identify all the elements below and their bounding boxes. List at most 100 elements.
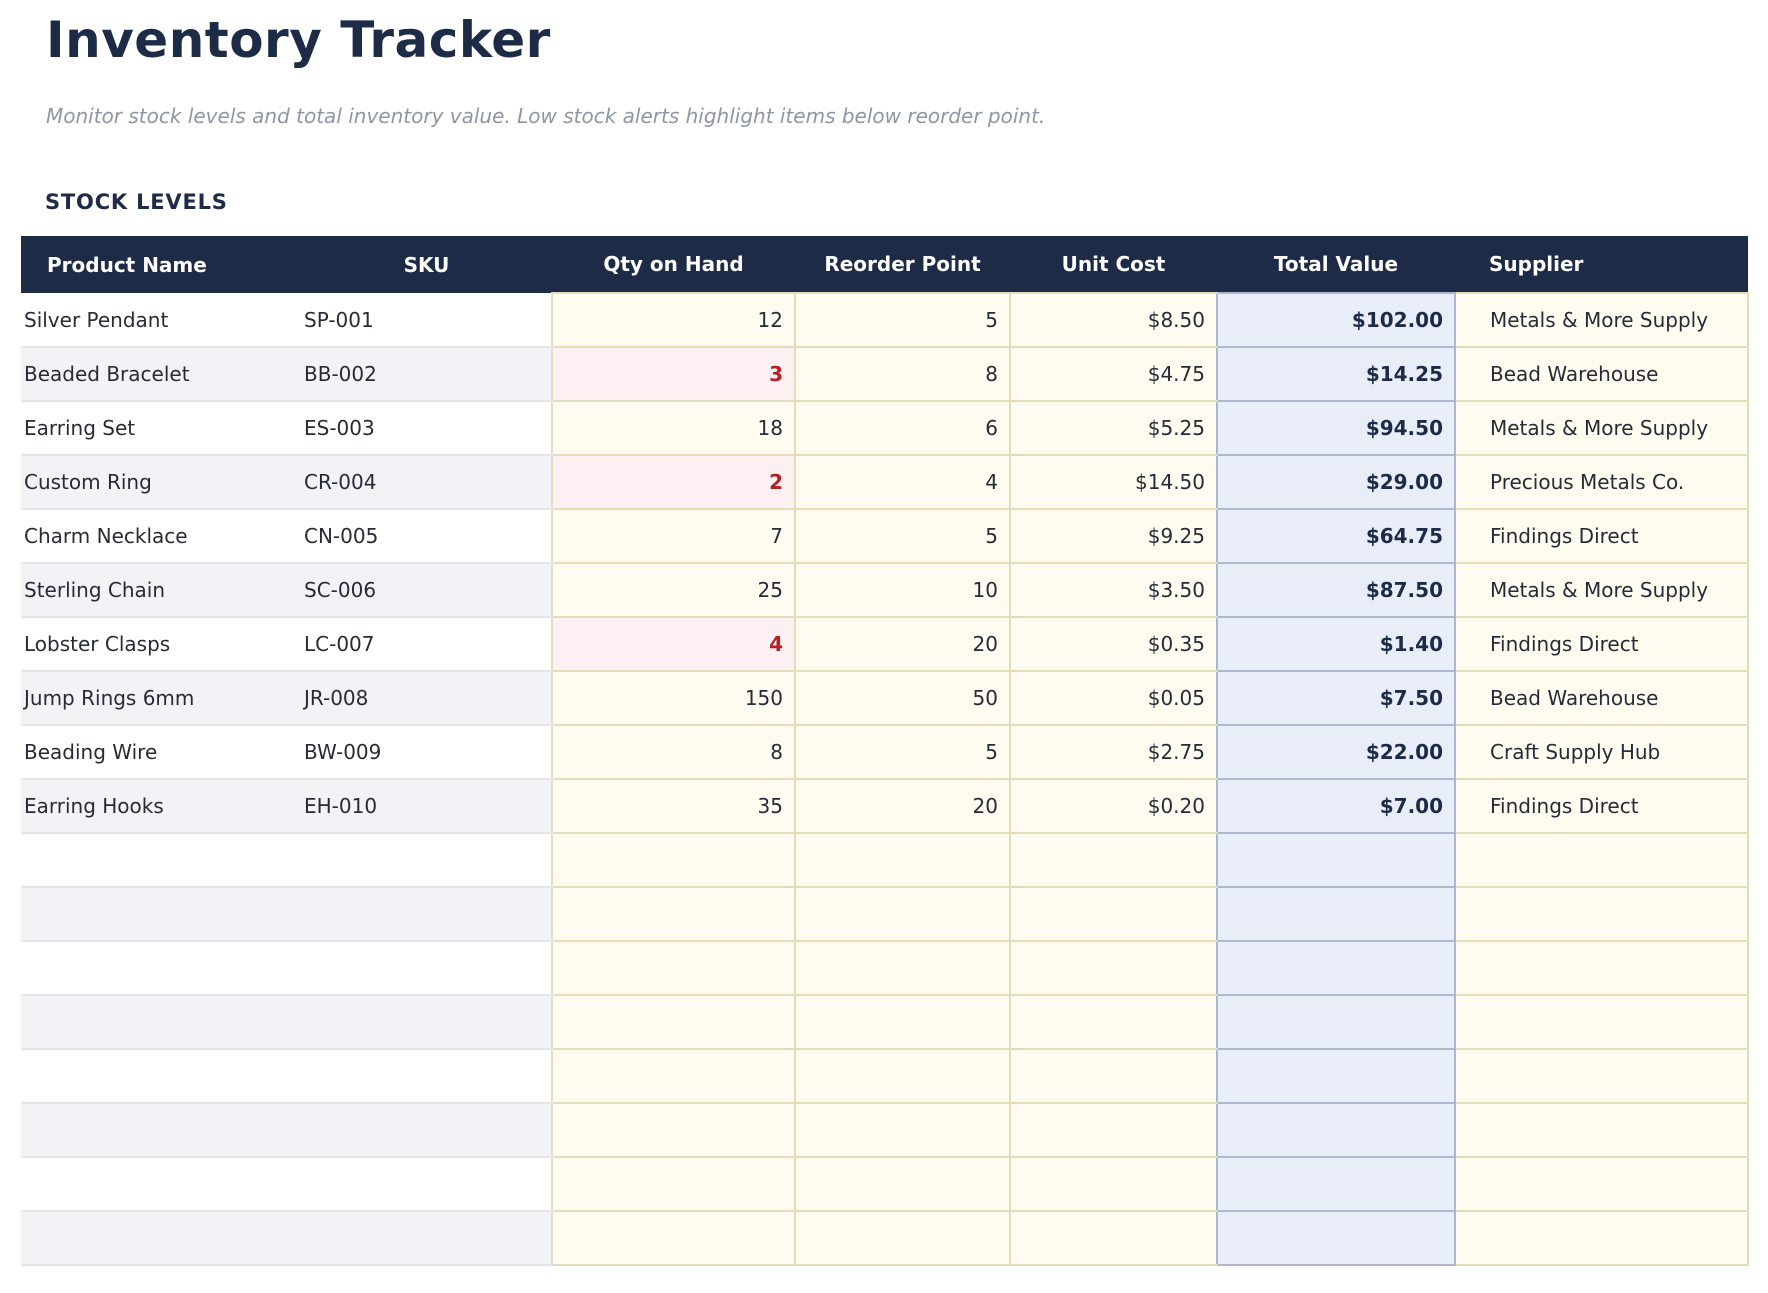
cell-unit-cost: $2.75: [1009, 724, 1217, 780]
cell-unit-cost: $3.50: [1009, 562, 1217, 618]
cell-reorder-point: 50: [794, 670, 1011, 726]
cell-empty-total: [1216, 832, 1456, 888]
cell-empty-reorder: [794, 886, 1011, 942]
cell-reorder-point: 5: [794, 292, 1011, 348]
column-header-product-name: Product Name: [21, 236, 301, 293]
cell-reorder-point: 5: [794, 724, 1011, 780]
cell-supplier: Findings Direct: [1455, 508, 1749, 564]
cell-sku: ES-003: [301, 401, 552, 456]
cell-empty-total: [1216, 1210, 1456, 1266]
empty-row: [21, 1156, 1749, 1212]
column-header-supplier: Supplier: [1455, 236, 1748, 293]
cell-qty-on-hand: 7: [551, 508, 796, 564]
cell-empty-supplier: [1455, 994, 1749, 1050]
cell-supplier: Precious Metals Co.: [1455, 454, 1749, 510]
cell-empty-unit-cost: [1009, 832, 1217, 888]
cell-supplier: Findings Direct: [1455, 778, 1749, 834]
cell-supplier: Metals & More Supply: [1455, 292, 1749, 348]
cell-product: Beading Wire: [21, 725, 301, 780]
column-header-unit-cost: Unit Cost: [1010, 236, 1217, 293]
empty-row: [21, 994, 1749, 1050]
table-row: Beading Wire BW-009 8 5 $2.75 $22.00 Craft Sup…: [21, 724, 1749, 780]
cell-empty-reorder: [794, 1156, 1011, 1212]
stock-table-body: Silver Pendant SP-001 12 5 $8.50 $102.00 Metal…: [21, 292, 1749, 1266]
cell-total-value: $64.75: [1216, 508, 1456, 564]
cell-product: Beaded Bracelet: [21, 347, 301, 402]
table-row: Beaded Bracelet BB-002 3 8 $4.75 $14.25 Bead W…: [21, 346, 1749, 402]
cell-qty-on-hand: 150: [551, 670, 796, 726]
table-row: Jump Rings 6mm JR-008 150 50 $0.05 $7.50 Bead …: [21, 670, 1749, 726]
cell-empty-supplier: [1455, 1102, 1749, 1158]
cell-supplier: Metals & More Supply: [1455, 400, 1749, 456]
cell-empty-unit-cost: [1009, 1102, 1217, 1158]
cell-supplier: Craft Supply Hub: [1455, 724, 1749, 780]
cell-empty-left: [21, 1103, 552, 1158]
cell-empty-total: [1216, 886, 1456, 942]
cell-sku: BB-002: [301, 347, 552, 402]
cell-empty-supplier: [1455, 1156, 1749, 1212]
cell-empty-reorder: [794, 940, 1011, 996]
cell-qty-on-hand: 25: [551, 562, 796, 618]
cell-empty-qty: [551, 1048, 796, 1104]
empty-row: [21, 940, 1749, 996]
cell-empty-reorder: [794, 1102, 1011, 1158]
cell-unit-cost: $4.75: [1009, 346, 1217, 402]
table-row: Charm Necklace CN-005 7 5 $9.25 $64.75 Finding…: [21, 508, 1749, 564]
table-row: Sterling Chain SC-006 25 10 $3.50 $87.50 Metal…: [21, 562, 1749, 618]
table-row: Lobster Clasps LC-007 4 20 $0.35 $1.40 Finding…: [21, 616, 1749, 672]
cell-unit-cost: $0.05: [1009, 670, 1217, 726]
cell-sku: BW-009: [301, 725, 552, 780]
cell-product: Earring Set: [21, 401, 301, 456]
cell-supplier: Bead Warehouse: [1455, 346, 1749, 402]
cell-reorder-point: 8: [794, 346, 1011, 402]
table-row: Silver Pendant SP-001 12 5 $8.50 $102.00 Metal…: [21, 292, 1749, 348]
cell-empty-reorder: [794, 1048, 1011, 1104]
cell-sku: CN-005: [301, 509, 552, 564]
cell-empty-unit-cost: [1009, 1210, 1217, 1266]
cell-total-value: $29.00: [1216, 454, 1456, 510]
cell-qty-on-hand: 18: [551, 400, 796, 456]
cell-supplier: Metals & More Supply: [1455, 562, 1749, 618]
cell-sku: JR-008: [301, 671, 552, 726]
cell-empty-total: [1216, 940, 1456, 996]
cell-empty-qty: [551, 886, 796, 942]
cell-qty-on-hand: 35: [551, 778, 796, 834]
cell-empty-supplier: [1455, 1210, 1749, 1266]
cell-sku: EH-010: [301, 779, 552, 834]
stock-table: Product Name SKU Qty on Hand Reorder Poi…: [21, 236, 1749, 1266]
cell-qty-on-hand: 3: [551, 346, 796, 402]
empty-row: [21, 832, 1749, 888]
cell-qty-on-hand: 12: [551, 292, 796, 348]
cell-empty-qty: [551, 940, 796, 996]
cell-total-value: $87.50: [1216, 562, 1456, 618]
cell-total-value: $94.50: [1216, 400, 1456, 456]
cell-sku: LC-007: [301, 617, 552, 672]
cell-empty-unit-cost: [1009, 1156, 1217, 1212]
cell-empty-left: [21, 941, 552, 996]
cell-sku: CR-004: [301, 455, 552, 510]
cell-reorder-point: 6: [794, 400, 1011, 456]
cell-empty-total: [1216, 1102, 1456, 1158]
empty-row: [21, 1210, 1749, 1266]
cell-product: Custom Ring: [21, 455, 301, 510]
cell-reorder-point: 20: [794, 616, 1011, 672]
cell-empty-unit-cost: [1009, 886, 1217, 942]
column-header-qty-on-hand: Qty on Hand: [552, 236, 795, 293]
section-title: STOCK LEVELS: [45, 190, 228, 214]
cell-total-value: $7.50: [1216, 670, 1456, 726]
cell-empty-unit-cost: [1009, 940, 1217, 996]
cell-empty-reorder: [794, 832, 1011, 888]
cell-product: Sterling Chain: [21, 563, 301, 618]
cell-total-value: $14.25: [1216, 346, 1456, 402]
cell-product: Charm Necklace: [21, 509, 301, 564]
cell-product: Earring Hooks: [21, 779, 301, 834]
column-header-sku: SKU: [301, 236, 552, 293]
cell-empty-qty: [551, 994, 796, 1050]
cell-empty-total: [1216, 1156, 1456, 1212]
page-subtitle: Monitor stock levels and total inventory…: [46, 104, 1046, 128]
cell-empty-supplier: [1455, 886, 1749, 942]
cell-empty-left: [21, 995, 552, 1050]
cell-product: Jump Rings 6mm: [21, 671, 301, 726]
cell-supplier: Findings Direct: [1455, 616, 1749, 672]
cell-reorder-point: 5: [794, 508, 1011, 564]
